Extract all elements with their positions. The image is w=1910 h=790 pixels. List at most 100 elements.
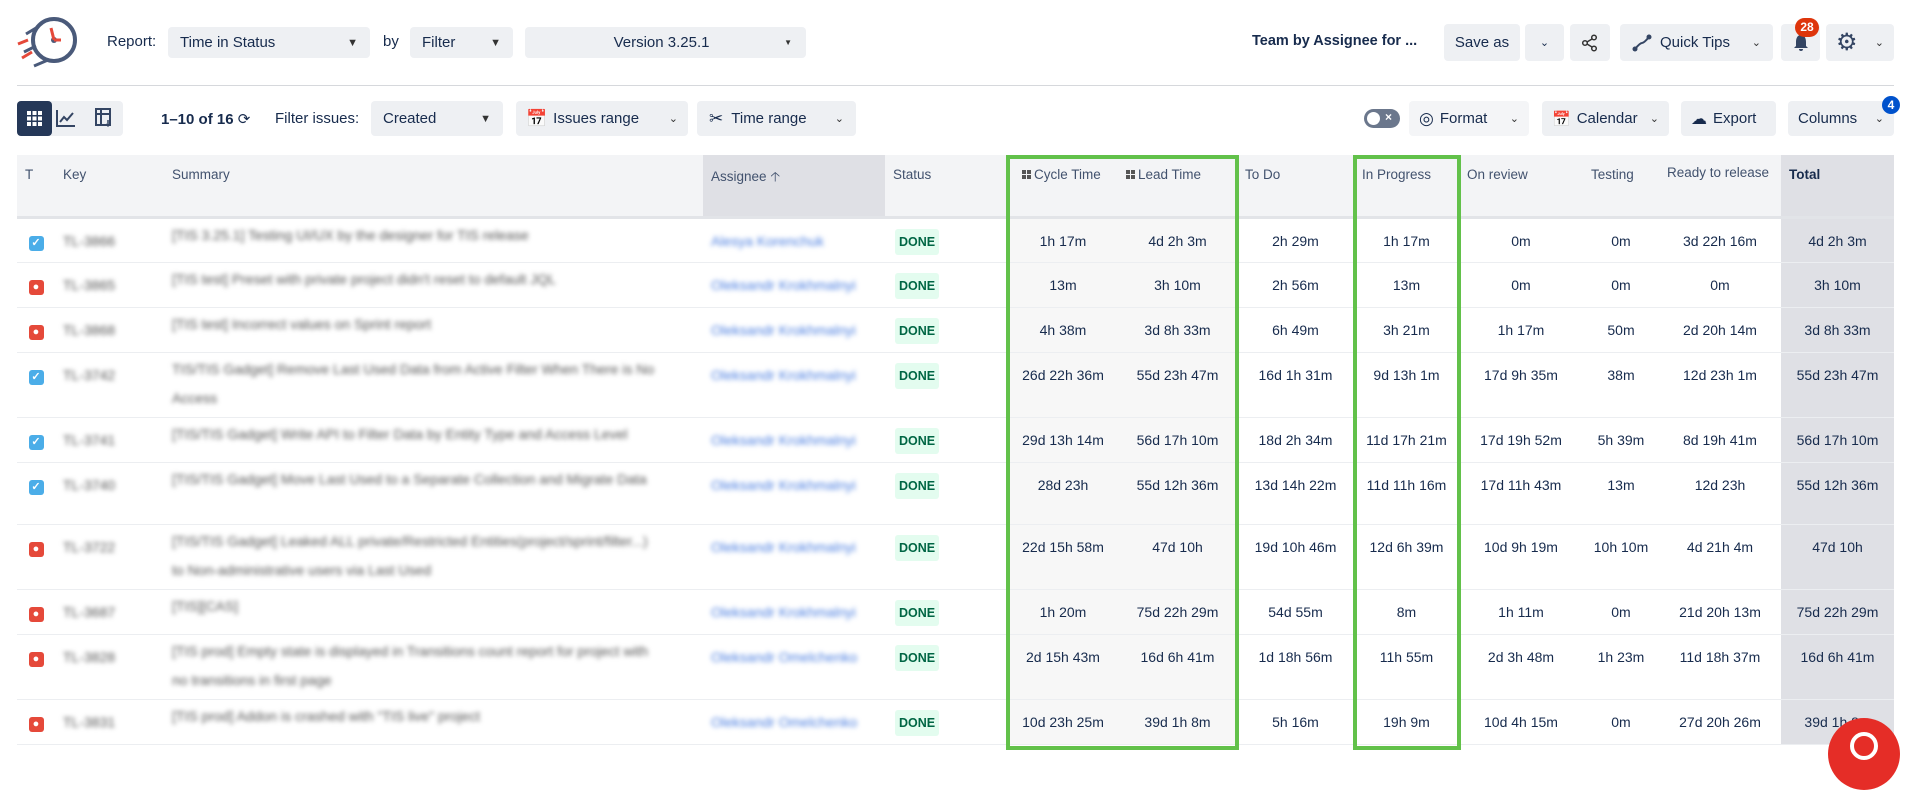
table-row[interactable]: ● TL-3722 [TIS/TIS Gadget] Leaked ALL priv…	[17, 524, 1894, 590]
header-ready-to-release[interactable]: Ready to release	[1659, 155, 1781, 219]
cycle-time-cell: 1h 17m	[1008, 217, 1118, 263]
assignee-link[interactable]: Oleksandr Omelchenko	[711, 648, 858, 665]
export-button[interactable]: ☁ Export	[1681, 101, 1776, 136]
grid-view-button[interactable]	[17, 101, 52, 136]
ready-to-release-cell: 12d 23h 1m	[1659, 352, 1781, 418]
issue-summary: [TIS test] Preset with private project d…	[172, 270, 556, 287]
issues-range-button[interactable]: 📅 Issues range ⌄	[516, 101, 688, 136]
toggle-switch[interactable]: ×	[1364, 109, 1400, 128]
chevron-down-icon: ⌄	[1649, 113, 1659, 125]
calendar-button[interactable]: 📅 Calendar ⌄	[1542, 101, 1669, 136]
settings-button[interactable]: ⚙ ⌄	[1826, 24, 1894, 61]
key-cell[interactable]: TL-3722	[55, 524, 158, 590]
total-cell: 55d 23h 47m	[1781, 352, 1894, 418]
issue-key[interactable]: TL-3868	[63, 321, 116, 338]
save-as-button[interactable]: Save as	[1444, 24, 1520, 61]
assignee-cell: Oleksandr Krokhmalnyi	[703, 417, 885, 463]
calendar-clock-icon: 📅	[526, 108, 548, 128]
time-range-button[interactable]: ✂ Time range ⌄	[697, 101, 856, 136]
issue-key[interactable]: TL-3866	[63, 232, 116, 249]
summary-cell: [TIS test] Preset with private project d…	[158, 262, 703, 308]
header-type[interactable]: T	[17, 155, 55, 219]
summary-cell: [TIS/TIS Gadget] Move Last Used to a Sep…	[158, 462, 703, 525]
header-assignee-label: Assignee	[711, 169, 767, 184]
key-cell[interactable]: TL-3865	[55, 262, 158, 308]
assignee-link[interactable]: Oleksandr Krokhmalnyi	[711, 476, 856, 493]
key-cell[interactable]: TL-3741	[55, 417, 158, 463]
table-row[interactable]: ✓ TL-3866 [TIS 3.25.1] Testing UI/UX by th…	[17, 217, 1894, 263]
quick-tips-button[interactable]: Quick Tips ⌄	[1620, 24, 1773, 61]
refresh-icon[interactable]: ⟳	[237, 111, 251, 128]
key-cell[interactable]: TL-3687	[55, 589, 158, 635]
to-do-cell: 54d 55m	[1237, 589, 1354, 635]
assignee-link[interactable]: Oleksandr Krokhmalnyi	[711, 276, 856, 293]
cycle-time-cell: 22d 15h 58m	[1008, 524, 1118, 590]
testing-cell: 0m	[1583, 589, 1659, 635]
save-options-dropdown[interactable]: ⌄	[1525, 24, 1564, 61]
in-progress-cell: 19h 9m	[1354, 699, 1459, 745]
header-on-review[interactable]: On review	[1459, 155, 1583, 219]
header-cycle-time-label: Cycle Time	[1034, 167, 1101, 182]
time-in-status-table: T Key Summary Assignee 🡡 Status Cycle Ti…	[17, 155, 1894, 745]
status-badge: DONE	[895, 427, 940, 454]
key-cell[interactable]: TL-3868	[55, 307, 158, 353]
issue-key[interactable]: TL-3742	[63, 366, 116, 383]
header-status[interactable]: Status	[885, 155, 1008, 219]
issue-key[interactable]: TL-3722	[63, 538, 116, 555]
version-select[interactable]: Version 3.25.1 ▼	[525, 27, 806, 58]
header-summary[interactable]: Summary	[158, 155, 703, 219]
header-to-do[interactable]: To Do	[1237, 155, 1354, 219]
header-in-progress[interactable]: In Progress	[1354, 155, 1459, 219]
ready-to-release-cell: 12d 23h	[1659, 462, 1781, 525]
key-cell[interactable]: TL-3742	[55, 352, 158, 418]
pivot-view-button[interactable]	[95, 108, 115, 131]
chart-view-button[interactable]	[56, 109, 76, 130]
report-type-select[interactable]: Time in Status ▼	[168, 27, 370, 58]
format-button[interactable]: ◎ Format ⌄	[1409, 101, 1529, 136]
assignee-link[interactable]: Oleksandr Krokhmalnyi	[711, 366, 856, 383]
table-row[interactable]: ● TL-3831 [TIS prod] Addon is crashed with…	[17, 699, 1894, 745]
key-cell[interactable]: TL-3828	[55, 634, 158, 700]
issue-key[interactable]: TL-3865	[63, 276, 116, 293]
assignee-link[interactable]: Oleksandr Krokhmalnyi	[711, 431, 856, 448]
table-row[interactable]: ● TL-3828 [TIS prod] Empty state is displa…	[17, 634, 1894, 700]
header-cycle-time[interactable]: Cycle Time	[1008, 155, 1118, 219]
assignee-link[interactable]: Oleksandr Krokhmalnyi	[711, 321, 856, 338]
summary-cell: [TIS/TIS Gadget] Write API to Filter Dat…	[158, 417, 703, 463]
assignee-link[interactable]: Alesya Korenchuk	[711, 232, 824, 249]
by-select[interactable]: Filter ▼	[410, 27, 513, 58]
filter-issues-select[interactable]: Created ▼	[371, 101, 503, 136]
table-row[interactable]: ● TL-3868 [TIS test] Incorrect values on S…	[17, 307, 1894, 353]
header-testing[interactable]: Testing	[1583, 155, 1659, 219]
line-chart-icon	[56, 110, 75, 127]
notifications-button[interactable]	[1781, 24, 1820, 61]
status-badge: DONE	[895, 317, 940, 344]
header-assignee[interactable]: Assignee 🡡	[703, 155, 885, 219]
lead-time-cell: 4d 2h 3m	[1118, 217, 1237, 263]
assignee-link[interactable]: Oleksandr Omelchenko	[711, 713, 858, 730]
share-button[interactable]	[1570, 24, 1610, 61]
key-cell[interactable]: TL-3831	[55, 699, 158, 745]
save-as-label: Save as	[1454, 34, 1510, 51]
chevron-down-icon: ▼	[480, 112, 491, 125]
table-row[interactable]: ✓ TL-3740 [TIS/TIS Gadget] Move Last Used …	[17, 462, 1894, 525]
table-row[interactable]: ● TL-3687 [TIS][CAS] Oleksandr Krokhmalnyi D…	[17, 589, 1894, 635]
key-cell[interactable]: TL-3740	[55, 462, 158, 525]
in-progress-cell: 3h 21m	[1354, 307, 1459, 353]
columns-button[interactable]: Columns ⌄	[1788, 101, 1894, 136]
issue-key[interactable]: TL-3831	[63, 713, 116, 730]
table-row[interactable]: ● TL-3865 [TIS test] Preset with private p…	[17, 262, 1894, 308]
issue-key[interactable]: TL-3687	[63, 603, 116, 620]
assignee-link[interactable]: Oleksandr Krokhmalnyi	[711, 603, 856, 620]
header-lead-time[interactable]: Lead Time	[1118, 155, 1237, 219]
help-widget-button[interactable]	[1828, 718, 1900, 790]
header-total[interactable]: Total	[1781, 155, 1894, 219]
issue-key[interactable]: TL-3741	[63, 431, 116, 448]
issue-key[interactable]: TL-3828	[63, 648, 116, 665]
table-row[interactable]: ✓ TL-3741 [TIS/TIS Gadget] Write API to Fi…	[17, 417, 1894, 463]
assignee-link[interactable]: Oleksandr Krokhmalnyi	[711, 538, 856, 555]
table-row[interactable]: ✓ TL-3742 TIS/TIS Gadget] Remove Last Used…	[17, 352, 1894, 418]
header-key[interactable]: Key	[55, 155, 158, 219]
key-cell[interactable]: TL-3866	[55, 217, 158, 263]
issue-key[interactable]: TL-3740	[63, 476, 116, 493]
